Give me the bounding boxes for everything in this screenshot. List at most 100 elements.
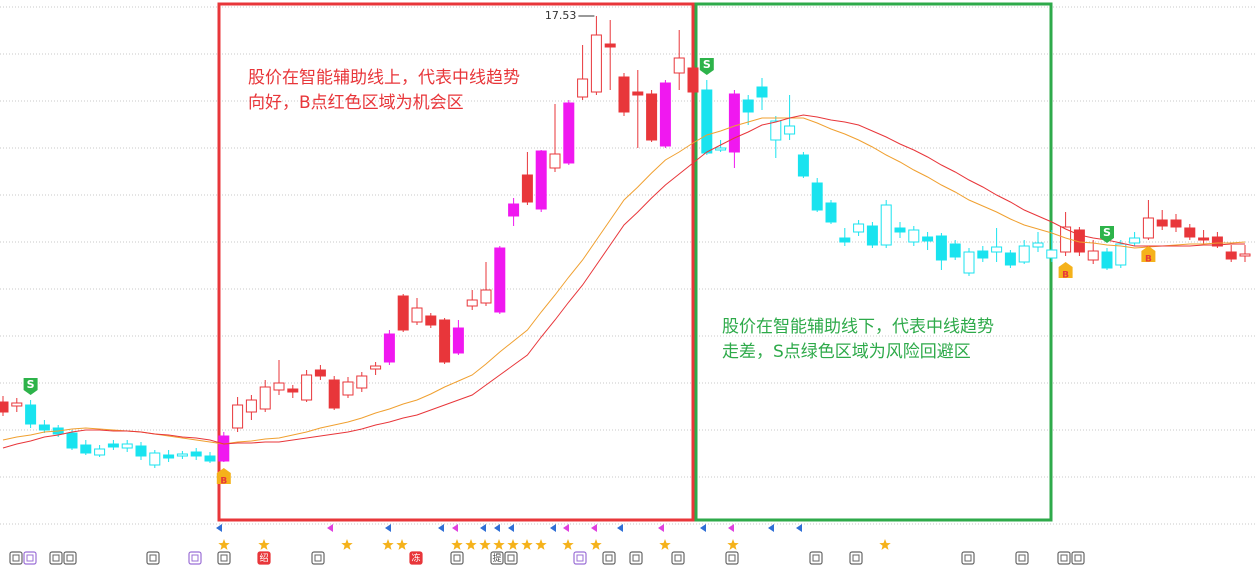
candle-body (632, 91, 644, 96)
footer-arrow (768, 524, 774, 532)
candle-body (549, 153, 561, 169)
candle-body (880, 204, 892, 246)
candle-body (604, 43, 616, 48)
high-label: 17.53 (545, 9, 577, 22)
candle-body (1142, 217, 1154, 239)
candle-body (25, 404, 37, 425)
footer-icon (490, 551, 504, 565)
candle-body (618, 76, 630, 113)
candle-body (301, 374, 313, 401)
footer-star (507, 539, 519, 550)
sell-signal-label: S (27, 378, 35, 391)
footer-arrow (591, 524, 597, 532)
footer-icon-inner (812, 554, 820, 562)
candle-body (245, 399, 257, 413)
candle-body (687, 67, 699, 93)
candle-body (107, 443, 119, 448)
bear-zone-box (694, 2, 1053, 522)
footer-star (590, 539, 602, 550)
footer-icon (1057, 551, 1071, 565)
candle-body (439, 319, 451, 363)
buy-signal-label: B (1062, 271, 1069, 281)
candle-body (577, 78, 589, 98)
footer-arrow (438, 524, 444, 532)
candle-body (659, 82, 671, 147)
footer-arrow (327, 524, 333, 532)
candle-body (1184, 227, 1196, 238)
footer-icon (504, 551, 518, 565)
candle-body (715, 147, 727, 151)
footer-icon-inner (1060, 554, 1068, 562)
candle-body (1004, 252, 1016, 266)
candle-body (991, 246, 1003, 253)
candle-body (894, 227, 906, 233)
footer-star (465, 539, 477, 550)
footer-star (562, 539, 574, 550)
candle-body (0, 401, 9, 413)
footer-star (218, 539, 230, 550)
candle-body (425, 315, 437, 326)
footer-icon-inner (191, 554, 199, 562)
candle-body (1129, 237, 1141, 244)
candle-body (1170, 219, 1182, 228)
footer-icon (1015, 551, 1029, 565)
footer-icon (23, 551, 37, 565)
bull-zone-box (217, 2, 695, 522)
candle-body (190, 451, 202, 457)
candle-body (163, 454, 175, 459)
candle-body (1115, 243, 1127, 266)
footer-icon-inner (852, 554, 860, 562)
footer-arrow (452, 524, 458, 532)
candle-body (94, 448, 106, 456)
candle-body (508, 203, 520, 217)
footer-icon-inner (605, 554, 613, 562)
candle-body (839, 237, 851, 243)
footer-star (479, 539, 491, 550)
candle-body (480, 289, 492, 304)
footer-star (382, 539, 394, 550)
candle-body (1046, 249, 1058, 259)
footer-icon-inner (453, 554, 461, 562)
footer-icon-inner (632, 554, 640, 562)
footer-icon (146, 551, 160, 565)
candle-body (370, 365, 382, 370)
candle-body (80, 444, 92, 454)
buy-signal-label: B (220, 477, 227, 487)
candle-body (646, 93, 658, 141)
footer-icon-inner (576, 554, 584, 562)
sell-signal-label: S (1103, 226, 1111, 239)
candle-body (1087, 250, 1099, 261)
footer-icon (409, 551, 423, 565)
candle-body (853, 223, 865, 233)
candle-body (701, 89, 713, 154)
candle-body (1018, 245, 1030, 263)
candle-body (1101, 251, 1113, 269)
candle-body (383, 333, 395, 363)
candle-body (1198, 237, 1210, 241)
annotation: 股价在智能辅助线上，代表中线趋势 (248, 68, 520, 88)
footer-icon-inner (507, 554, 515, 562)
footer-star (341, 539, 353, 550)
average-line (2, 114, 1245, 449)
candle-body (411, 307, 423, 323)
candle-body (673, 57, 685, 74)
footer-icon-label: 绍 (259, 552, 268, 564)
footer-icon-label: 冻 (411, 552, 420, 564)
footer-icon (725, 551, 739, 565)
candle-body (521, 174, 533, 203)
candle-body (590, 34, 602, 93)
candle-body (784, 125, 796, 135)
candle-body (149, 452, 161, 466)
footer-star (659, 539, 671, 550)
candle-body (1032, 242, 1044, 248)
footer-icon-inner (66, 554, 74, 562)
footer-icon (311, 551, 325, 565)
candle-body (397, 295, 409, 331)
sell-signal (1100, 226, 1114, 243)
candle-body (563, 102, 575, 164)
footer-icon-inner (12, 554, 20, 562)
annotation: 向好，B点红色区域为机会区 (248, 93, 464, 113)
candle-body (535, 150, 547, 210)
candle-body (1211, 236, 1223, 247)
